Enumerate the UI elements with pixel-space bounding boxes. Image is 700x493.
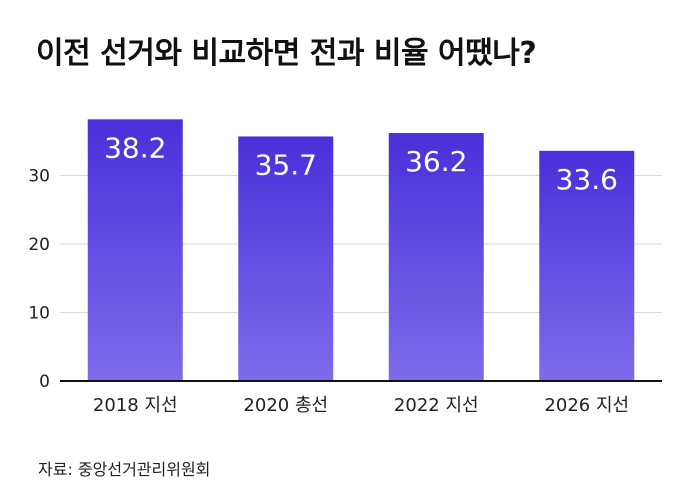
x-tick-label: 2026 지선 bbox=[544, 395, 629, 416]
bar bbox=[539, 150, 635, 381]
bar-value-label: 35.7 bbox=[255, 148, 317, 181]
x-tick-label: 2020 총선 bbox=[243, 395, 328, 416]
bar-value-label: 38.2 bbox=[104, 131, 166, 164]
bar-value-label: 36.2 bbox=[405, 145, 467, 178]
source-note: 자료: 중앙선거관리위원회 bbox=[38, 460, 211, 479]
chart-title: 이전 선거와 비교하면 전과 비율 어땠나? bbox=[36, 36, 537, 71]
y-tick-label: 30 bbox=[28, 167, 50, 187]
x-tick-label: 2018 지선 bbox=[93, 395, 178, 416]
bar-value-label: 33.6 bbox=[556, 163, 618, 196]
x-tick-label: 2022 지선 bbox=[394, 395, 479, 416]
y-tick-label: 0 bbox=[39, 372, 50, 392]
bar bbox=[388, 133, 484, 381]
bar bbox=[87, 119, 183, 381]
bar bbox=[238, 136, 334, 381]
y-tick-label: 10 bbox=[28, 304, 50, 324]
y-tick-label: 20 bbox=[28, 235, 50, 255]
